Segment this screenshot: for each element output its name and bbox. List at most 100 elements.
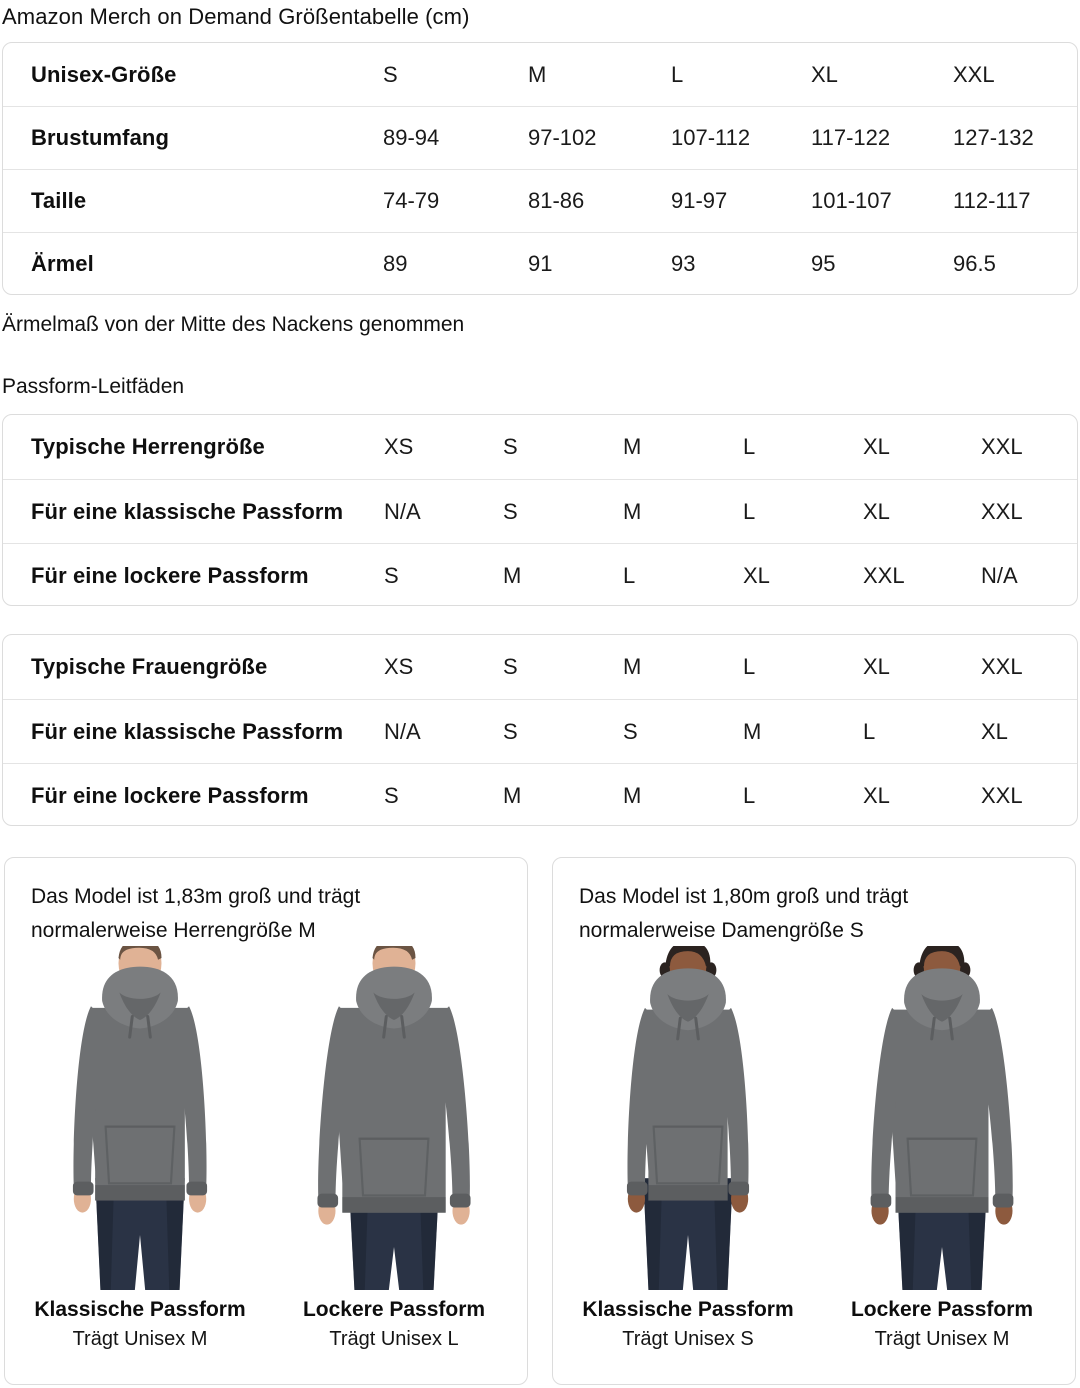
model-figure: Klassische Passform Trägt Unisex M xyxy=(13,946,267,1376)
table-row: Typische Frauengröße XS S M L XL XXL xyxy=(3,635,1077,699)
womens-fit-row-label: Typische Frauengröße xyxy=(31,654,268,679)
model-card-title: Das Model ist 1,83m groß und trägt norma… xyxy=(31,885,361,942)
size-cell: 112-117 xyxy=(953,188,1031,213)
size-cell: 89 xyxy=(383,251,408,276)
womens-fit-cell: S xyxy=(623,718,638,744)
table-row: Für eine lockere Passform S M M L XL XXL xyxy=(3,763,1077,827)
size-cell: 101-107 xyxy=(811,188,892,213)
size-cell: 91 xyxy=(528,251,553,276)
size-cell: 91-97 xyxy=(671,188,728,213)
size-cell: L xyxy=(671,61,684,87)
womens-fit-cell: S xyxy=(503,654,518,679)
table-row: Typische Herrengröße XS S M L XL XXL xyxy=(3,415,1077,479)
fit-guides-heading: Passform-Leitfäden xyxy=(2,375,185,398)
table-row: Für eine klassische Passform N/A S S M L XL xyxy=(3,699,1077,763)
mens-fit-cell: N/A xyxy=(384,498,421,524)
mens-fit-cell: M xyxy=(503,562,522,588)
model-card-title: Das Model ist 1,80m groß und trägt norma… xyxy=(579,885,909,942)
size-cell: 97-102 xyxy=(528,125,597,150)
page-title: Amazon Merch on Demand Größentabelle (cm… xyxy=(2,4,470,29)
womens-fit-cell: M xyxy=(623,782,642,808)
size-cell: S xyxy=(383,61,398,87)
fit-label: Lockere Passform xyxy=(302,1298,486,1321)
womens-fit-cell: XXL xyxy=(981,654,1023,679)
model-figure-caption: Lockere Passform Trägt Unisex M xyxy=(815,1298,1069,1351)
mens-fit-cell: S xyxy=(503,498,518,524)
womens-fit-cell: M xyxy=(503,782,522,808)
womens-fit-cell: L xyxy=(863,718,876,744)
womens-fit-cell: M xyxy=(743,718,762,744)
hoodie-model-illustration xyxy=(267,946,521,1290)
fit-label: Klassische Passform xyxy=(34,1298,246,1321)
model-figure-caption: Klassische Passform Trägt Unisex S xyxy=(561,1298,815,1351)
table-row: Für eine lockere Passform S M L XL XXL N/A xyxy=(3,543,1077,607)
womens-fit-cell: L xyxy=(743,782,756,808)
model-card-mens: Das Model ist 1,83m groß und trägt norma… xyxy=(4,857,528,1385)
womens-fit-cell: L xyxy=(743,654,756,679)
size-cell: 107-112 xyxy=(671,125,751,150)
mens-fit-cell: XL xyxy=(863,498,890,524)
womens-fit-cell: XS xyxy=(384,654,414,679)
size-cell: 117-122 xyxy=(811,125,891,150)
wears-size-label: Trägt Unisex M xyxy=(72,1328,208,1350)
mens-fit-cell: XL xyxy=(743,562,770,588)
size-cell: 89-94 xyxy=(383,125,440,150)
model-figure-row: Klassische Passform Trägt Unisex M xyxy=(13,946,521,1376)
size-row-label: Unisex-Größe xyxy=(31,61,177,87)
model-card-womens: Das Model ist 1,80m groß und trägt norma… xyxy=(552,857,1076,1385)
mens-fit-cell: L xyxy=(623,562,636,588)
model-figure: Lockere Passform Trägt Unisex L xyxy=(267,946,521,1376)
size-cell: 93 xyxy=(671,251,696,276)
wears-size-label: Trägt Unisex L xyxy=(329,1328,459,1350)
womens-fit-guide-table: Typische Frauengröße XS S M L XL XXL Für eine k… xyxy=(2,634,1078,826)
mens-fit-row-label: Typische Herrengröße xyxy=(31,434,265,459)
model-figure-caption: Lockere Passform Trägt Unisex L xyxy=(267,1298,521,1351)
mens-fit-cell: M xyxy=(623,498,642,524)
mens-fit-cell: M xyxy=(623,434,642,459)
womens-fit-cell: XL xyxy=(863,654,890,679)
size-cell: 74-79 xyxy=(383,188,440,213)
mens-fit-cell: S xyxy=(384,562,399,588)
mens-fit-row-label: Für eine lockere Passform xyxy=(31,562,309,588)
table-row: Brustumfang 89-94 97-102 107-112 117-122 127-… xyxy=(3,106,1077,169)
size-cell: XXL xyxy=(953,61,995,87)
size-cell: 96.5 xyxy=(953,251,996,276)
size-row-label: Taille xyxy=(31,188,87,213)
womens-fit-cell: XL xyxy=(863,782,890,808)
table-row: Ärmel 89 91 93 95 96.5 xyxy=(3,232,1077,295)
hoodie-model-illustration xyxy=(815,946,1069,1290)
model-figure-caption: Klassische Passform Trägt Unisex M xyxy=(13,1298,267,1351)
size-cell: M xyxy=(528,61,547,87)
wears-size-label: Trägt Unisex S xyxy=(622,1328,754,1350)
size-row-label: Brustumfang xyxy=(31,125,169,150)
womens-fit-cell: XXL xyxy=(981,782,1023,808)
womens-fit-cell: M xyxy=(623,654,642,679)
size-cell: 127-132 xyxy=(953,125,1034,150)
size-cell: 81-86 xyxy=(528,188,585,213)
hoodie-model-illustration xyxy=(13,946,267,1290)
womens-fit-cell: S xyxy=(503,718,518,744)
model-figure-row: Klassische Passform Trägt Unisex S xyxy=(561,946,1069,1376)
mens-fit-cell: XXL xyxy=(981,498,1023,524)
womens-fit-row-label: Für eine klassische Passform xyxy=(31,718,344,744)
size-cell: XL xyxy=(811,61,838,87)
size-cell: 95 xyxy=(811,251,836,276)
table-row: Taille 74-79 81-86 91-97 101-107 112-117 xyxy=(3,169,1077,232)
mens-fit-cell: N/A xyxy=(981,562,1018,588)
unisex-size-table: Unisex-Größe S M L XL XXL Brustumfang 89-94 97-1… xyxy=(2,42,1078,295)
mens-fit-row-label: Für eine klassische Passform xyxy=(31,498,344,524)
mens-fit-cell: XL xyxy=(863,434,890,459)
mens-fit-cell: XXL xyxy=(981,434,1023,459)
wears-size-label: Trägt Unisex M xyxy=(874,1328,1010,1350)
womens-fit-row-label: Für eine lockere Passform xyxy=(31,782,309,808)
womens-fit-cell: N/A xyxy=(384,718,421,744)
model-figure: Klassische Passform Trägt Unisex S xyxy=(561,946,815,1376)
sleeve-measure-note: Ärmelmaß von der Mitte des Nackens genom… xyxy=(2,313,465,336)
mens-fit-cell: S xyxy=(503,434,518,459)
mens-fit-cell: L xyxy=(743,498,756,524)
model-figure: Lockere Passform Trägt Unisex M xyxy=(815,946,1069,1376)
mens-fit-cell: L xyxy=(743,434,756,459)
table-row: Für eine klassische Passform N/A S M L XL XXL xyxy=(3,479,1077,543)
fit-label: Klassische Passform xyxy=(582,1298,794,1321)
